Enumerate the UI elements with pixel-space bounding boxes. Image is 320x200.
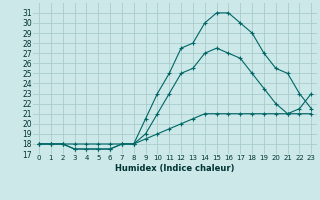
X-axis label: Humidex (Indice chaleur): Humidex (Indice chaleur) — [116, 164, 235, 173]
